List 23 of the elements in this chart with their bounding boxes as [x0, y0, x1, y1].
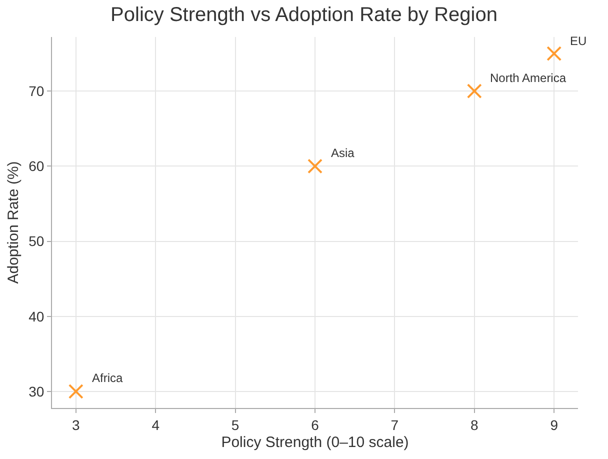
y-tick-label: 70 — [28, 82, 44, 99]
x-tick-label: 5 — [231, 416, 240, 433]
x-tick-label: 7 — [390, 416, 399, 433]
x-axis-title: Policy Strength (0–10 scale) — [221, 434, 409, 451]
x-tick-label: 3 — [72, 416, 80, 433]
annotation: Asia — [331, 146, 355, 160]
annotation: EU — [570, 34, 587, 48]
y-tick-label: 60 — [28, 158, 44, 174]
point — [308, 158, 322, 174]
y-tick-label: 40 — [28, 308, 44, 324]
point — [546, 46, 562, 62]
point — [466, 84, 482, 99]
x-tick-label: 4 — [152, 416, 160, 433]
y-tick-label: 30 — [28, 383, 44, 400]
y-tick-label: 50 — [28, 233, 44, 250]
y-axis-title: Adoption Rate (%) — [4, 161, 22, 284]
chart-title: Policy Strength vs Adoption Rate by Region — [110, 4, 498, 26]
annotation: North America — [490, 71, 566, 85]
x-tick-label: 9 — [550, 416, 558, 433]
x-tick-label: 6 — [311, 416, 320, 433]
point — [68, 384, 84, 399]
x-tick-label: 8 — [470, 416, 478, 433]
annotation: Africa — [92, 371, 123, 385]
